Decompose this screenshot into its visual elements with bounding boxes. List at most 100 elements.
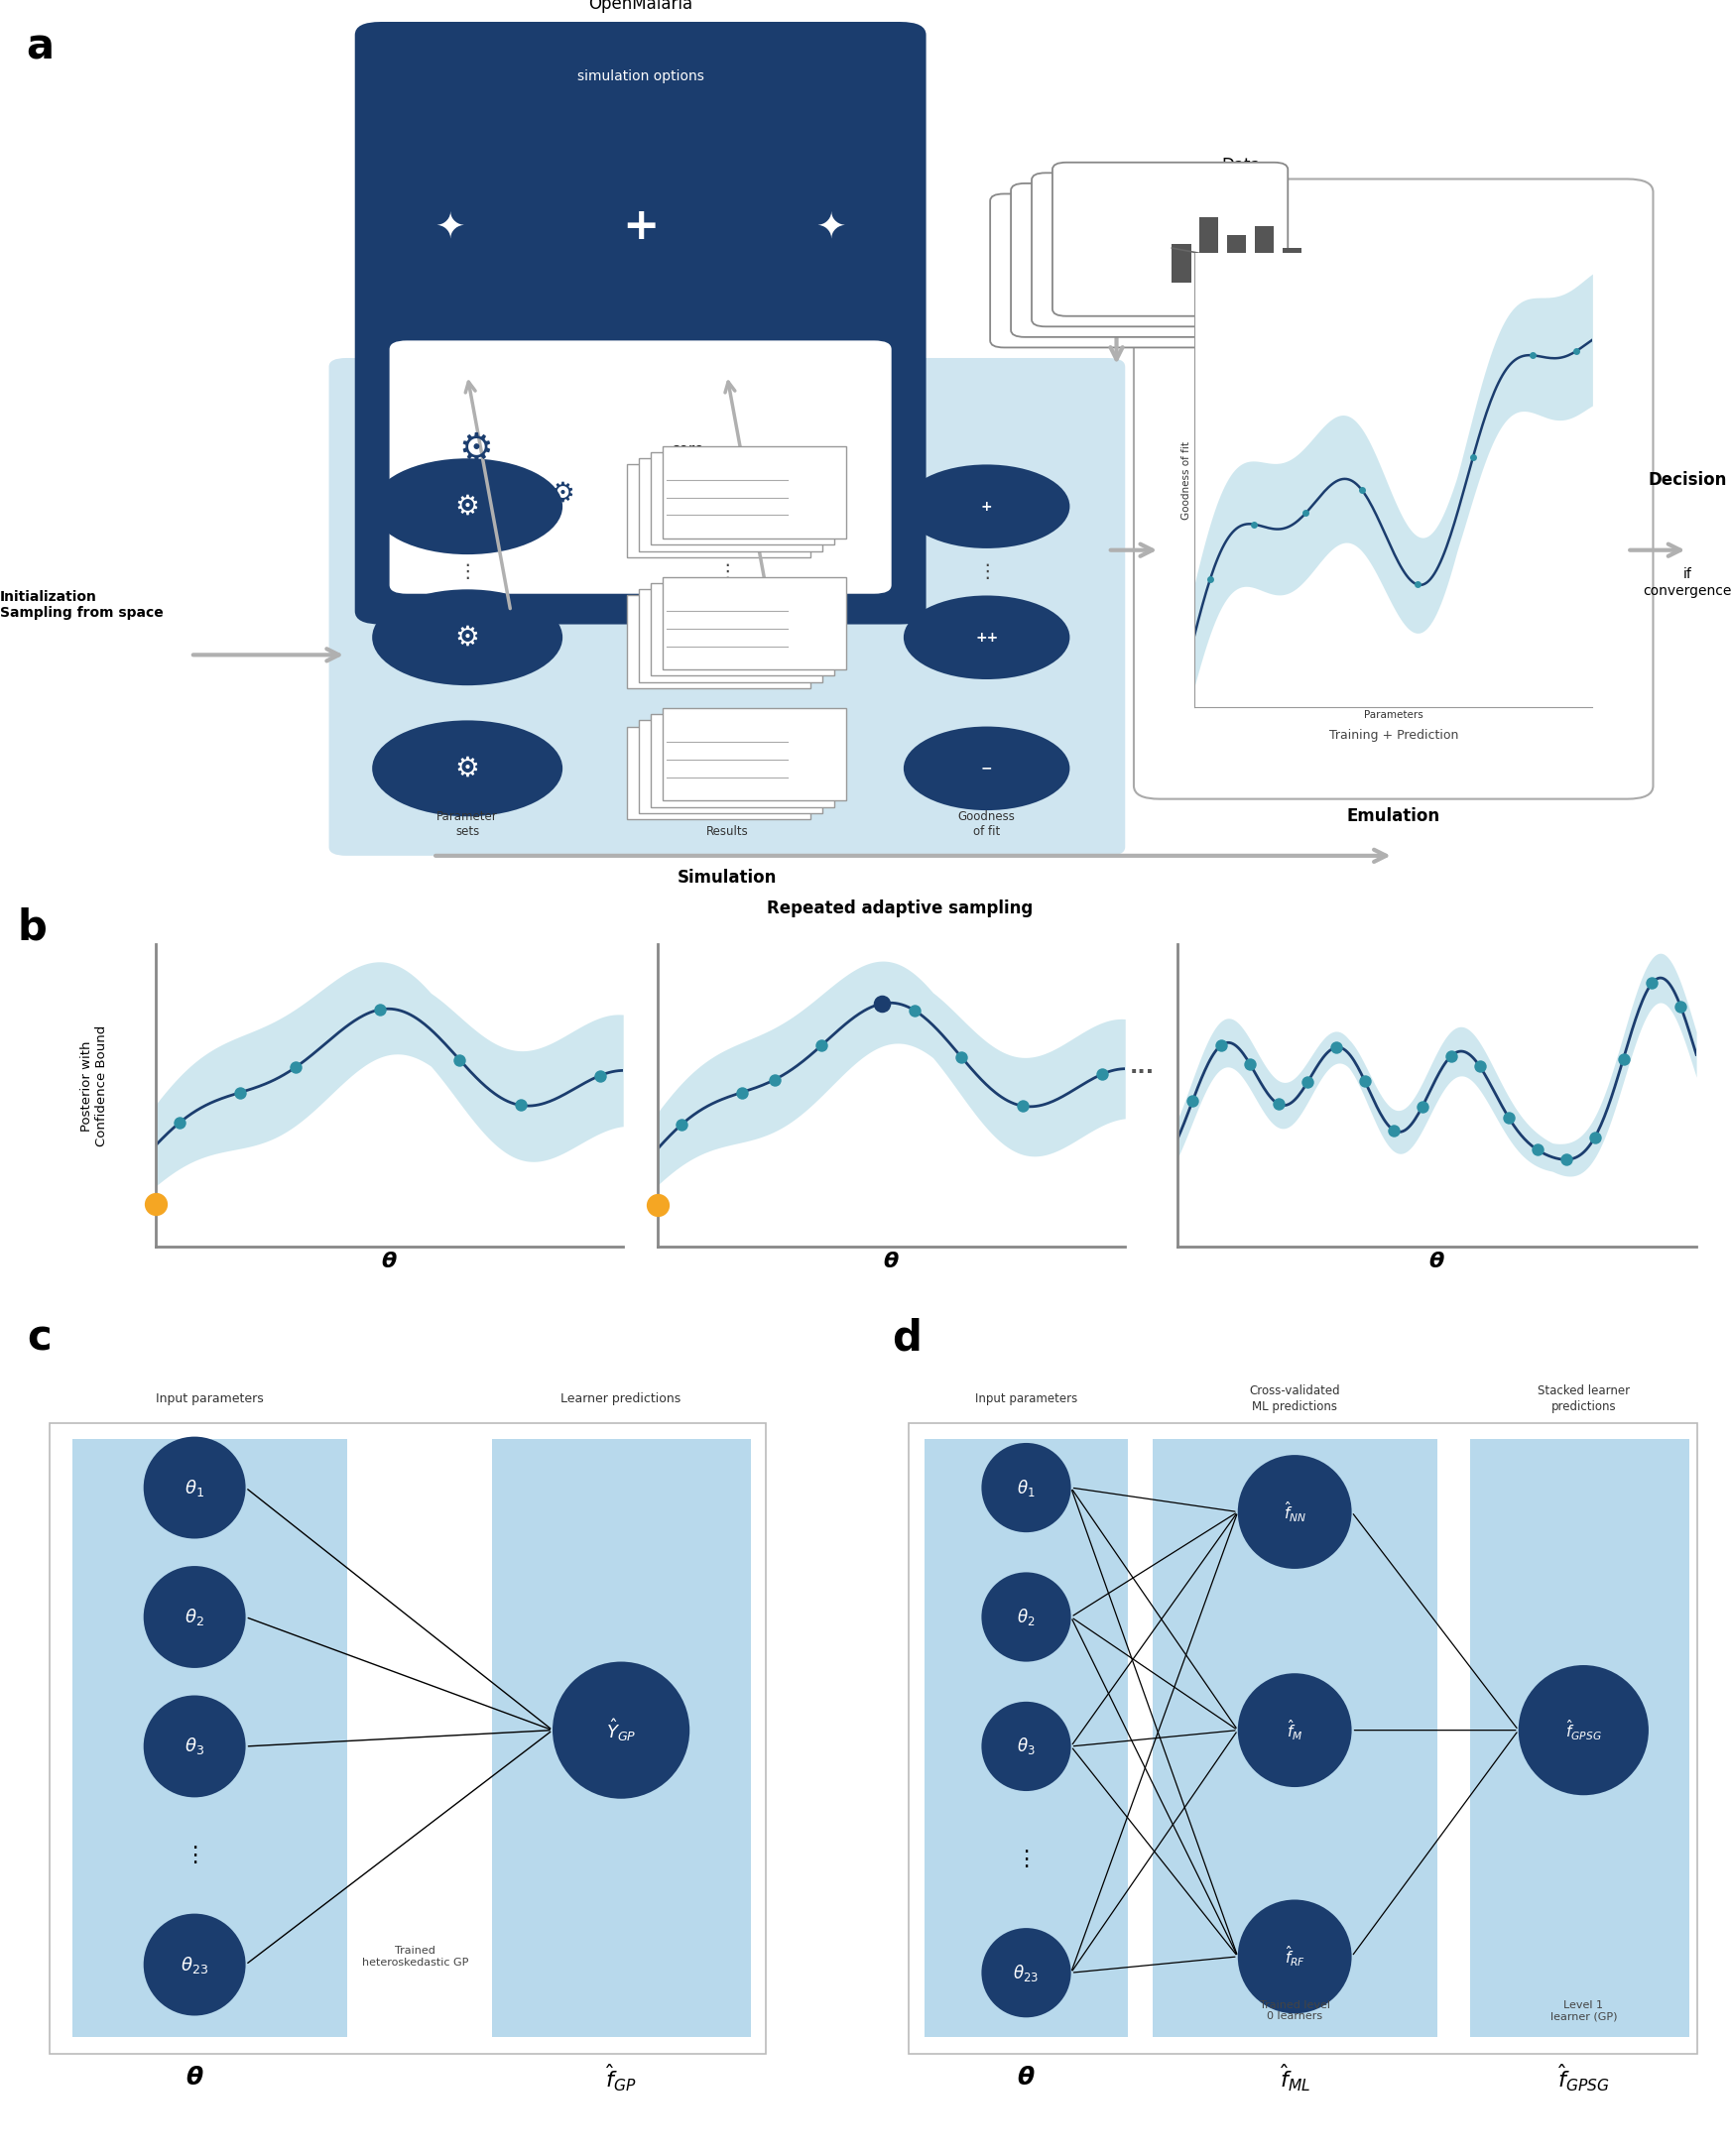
- Ellipse shape: [144, 1565, 246, 1669]
- FancyBboxPatch shape: [924, 1440, 1129, 2037]
- Ellipse shape: [981, 1442, 1071, 1533]
- Text: $\hat{f}_{RF}$: $\hat{f}_{RF}$: [1284, 1945, 1305, 1968]
- Bar: [1283, 248, 1302, 282]
- Text: −: −: [981, 761, 992, 776]
- Point: [1409, 1089, 1437, 1123]
- FancyBboxPatch shape: [355, 22, 926, 625]
- Ellipse shape: [1238, 1455, 1352, 1570]
- Point: [1322, 1031, 1350, 1065]
- Text: Stacked learner
predictions: Stacked learner predictions: [1537, 1384, 1629, 1412]
- Point: [644, 1188, 672, 1222]
- Y-axis label: Goodness of fit: Goodness of fit: [1182, 442, 1191, 520]
- Point: [1523, 1132, 1551, 1166]
- Point: [1352, 1065, 1380, 1100]
- Text: b: b: [17, 908, 47, 949]
- Text: ++: ++: [975, 630, 999, 645]
- Ellipse shape: [144, 1695, 246, 1798]
- Point: [869, 987, 897, 1022]
- Text: ⋮: ⋮: [183, 1846, 206, 1865]
- Text: +: +: [981, 500, 992, 513]
- Point: [1553, 1143, 1580, 1177]
- Bar: [1227, 235, 1246, 282]
- Text: Input parameters: Input parameters: [975, 1393, 1077, 1406]
- Point: [1265, 1087, 1293, 1121]
- Text: Repeated adaptive sampling: Repeated adaptive sampling: [767, 899, 1033, 916]
- Text: $\theta_{23}$: $\theta_{23}$: [1013, 1962, 1039, 1984]
- Text: ⋮: ⋮: [1014, 1850, 1037, 1869]
- Text: ⚙: ⚙: [455, 623, 479, 651]
- Text: OpenMalaria: OpenMalaria: [589, 0, 692, 13]
- Text: $\hat{f}_{GPSG}$: $\hat{f}_{GPSG}$: [1565, 1718, 1601, 1742]
- Text: $\hat{f}_{NN}$: $\hat{f}_{NN}$: [1283, 1501, 1307, 1524]
- Text: $\boldsymbol{\theta}$: $\boldsymbol{\theta}$: [1018, 2065, 1035, 2089]
- Circle shape: [904, 464, 1070, 548]
- Text: $\theta_2$: $\theta_2$: [1018, 1606, 1035, 1628]
- Text: c: c: [28, 1317, 52, 1360]
- Text: Trained
heteroskedastic GP: Trained heteroskedastic GP: [362, 1947, 469, 1966]
- FancyArrowPatch shape: [436, 849, 1387, 862]
- FancyBboxPatch shape: [627, 464, 810, 556]
- Text: $\theta_1$: $\theta_1$: [1018, 1477, 1035, 1498]
- Text: a: a: [26, 26, 54, 67]
- Ellipse shape: [981, 1572, 1071, 1662]
- Point: [227, 1076, 254, 1110]
- Point: [1404, 567, 1432, 602]
- Text: Learner predictions: Learner predictions: [561, 1393, 682, 1406]
- FancyBboxPatch shape: [492, 1440, 751, 2037]
- FancyBboxPatch shape: [909, 1423, 1698, 2053]
- Point: [666, 1108, 694, 1143]
- FancyBboxPatch shape: [1153, 1440, 1437, 2037]
- FancyBboxPatch shape: [663, 707, 846, 800]
- Point: [1580, 1121, 1608, 1156]
- Point: [1520, 338, 1548, 373]
- FancyBboxPatch shape: [389, 341, 891, 593]
- Point: [1348, 472, 1376, 507]
- Point: [507, 1089, 535, 1123]
- Point: [1459, 440, 1487, 474]
- Point: [1494, 1100, 1522, 1134]
- Point: [1638, 966, 1665, 1000]
- Text: Level 1
learner (GP): Level 1 learner (GP): [1549, 2001, 1617, 2022]
- Text: if
convergence: if convergence: [1643, 567, 1731, 597]
- FancyBboxPatch shape: [627, 727, 810, 819]
- Point: [367, 992, 395, 1026]
- Text: ⋮: ⋮: [717, 563, 737, 582]
- FancyBboxPatch shape: [639, 459, 822, 552]
- Circle shape: [904, 727, 1070, 811]
- Text: $\theta_{23}$: $\theta_{23}$: [180, 1953, 208, 1975]
- FancyBboxPatch shape: [1470, 1440, 1689, 2037]
- Text: Simulation: Simulation: [677, 869, 777, 886]
- Point: [1293, 1065, 1321, 1100]
- Ellipse shape: [144, 1915, 246, 2016]
- Text: $\theta_3$: $\theta_3$: [185, 1736, 204, 1757]
- Ellipse shape: [1518, 1664, 1648, 1796]
- Text: Data: Data: [1222, 157, 1260, 175]
- FancyBboxPatch shape: [73, 1440, 346, 2037]
- Point: [1196, 561, 1224, 595]
- Circle shape: [904, 595, 1070, 679]
- Ellipse shape: [981, 1927, 1071, 2018]
- Text: ⋮: ⋮: [457, 563, 478, 582]
- Point: [1610, 1041, 1638, 1076]
- Text: Posterior with
Confidence Bound: Posterior with Confidence Bound: [80, 1026, 109, 1147]
- Point: [1291, 496, 1319, 530]
- Text: ⋮: ⋮: [976, 563, 997, 582]
- Circle shape: [372, 589, 563, 686]
- Ellipse shape: [552, 1662, 689, 1798]
- Ellipse shape: [1238, 1899, 1352, 2014]
- X-axis label: $\boldsymbol{\theta}$: $\boldsymbol{\theta}$: [883, 1253, 900, 1272]
- Point: [1563, 334, 1591, 369]
- Text: $\boldsymbol{\theta}$: $\boldsymbol{\theta}$: [185, 2065, 204, 2089]
- Text: Results: Results: [706, 826, 748, 839]
- Circle shape: [372, 720, 563, 817]
- Ellipse shape: [981, 1701, 1071, 1792]
- Bar: [1255, 226, 1274, 282]
- Text: $\hat{Y}_{GP}$: $\hat{Y}_{GP}$: [606, 1716, 637, 1744]
- Point: [1208, 1028, 1236, 1063]
- Text: Decision: Decision: [1648, 472, 1728, 489]
- Text: core
parameters: core parameters: [642, 442, 732, 474]
- Point: [949, 1039, 976, 1074]
- Text: ⚙: ⚙: [550, 479, 575, 507]
- Text: $\hat{f}_{M}$: $\hat{f}_{M}$: [1286, 1718, 1303, 1742]
- Bar: [1172, 244, 1191, 282]
